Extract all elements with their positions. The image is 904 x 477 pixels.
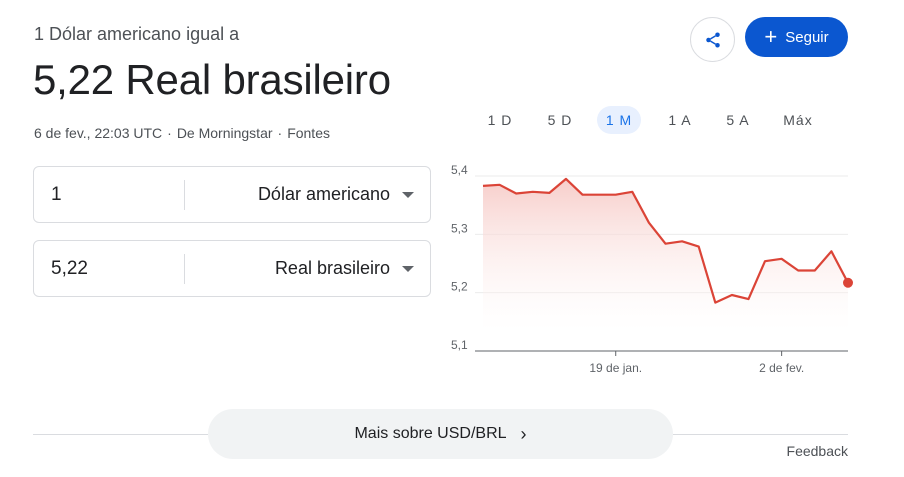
divider	[33, 434, 208, 435]
divider	[184, 180, 185, 210]
y-tick-label: 5,1	[451, 338, 468, 352]
range-tab[interactable]: 5 D	[547, 112, 573, 128]
more-about-label: Mais sobre USD/BRL	[354, 425, 507, 442]
sources-link[interactable]: Fontes	[287, 125, 330, 141]
quote-date: 6 de fev., 22:03 UTC	[34, 125, 163, 141]
divider	[184, 254, 185, 284]
divider	[673, 434, 848, 435]
chevron-down-icon[interactable]	[402, 266, 414, 272]
chevron-down-icon[interactable]	[402, 192, 414, 198]
chevron-right-icon: ›	[520, 423, 527, 444]
range-tab[interactable]: 1 M	[597, 106, 641, 134]
y-tick-label: 5,4	[451, 163, 468, 177]
y-tick-label: 5,2	[451, 280, 468, 294]
separator-dot: ·	[167, 125, 172, 141]
to-amount-input[interactable]: 5,22	[51, 258, 88, 279]
follow-button[interactable]: + Seguir	[745, 17, 848, 57]
quote-source: De Morningstar	[176, 125, 273, 141]
conversion-result: 5,22 Real brasileiro	[33, 56, 391, 103]
separator-dot: ·	[277, 125, 283, 141]
from-currency-row: 1 Dólar americano	[33, 166, 431, 223]
x-tick-label: 2 de fev.	[759, 361, 804, 375]
to-currency-select[interactable]: Real brasileiro	[274, 258, 390, 278]
y-tick-label: 5,3	[451, 221, 468, 235]
from-amount-input[interactable]: 1	[51, 184, 62, 205]
feedback-link[interactable]: Feedback	[786, 443, 848, 459]
quote-meta: 6 de fev., 22:03 UTC · De Morningstar · Font…	[34, 125, 330, 141]
share-icon	[705, 32, 720, 47]
range-tab[interactable]: 5 A	[726, 112, 750, 128]
from-currency-select[interactable]: Dólar americano	[257, 184, 390, 204]
range-tab[interactable]: Máx	[783, 112, 813, 128]
follow-label: Seguir	[785, 28, 829, 46]
chart-area	[483, 178, 848, 331]
x-tick-label: 19 de jan.	[589, 361, 642, 375]
plus-icon: +	[764, 24, 778, 49]
to-currency-row: 5,22 Real brasileiro	[33, 240, 431, 297]
share-button[interactable]	[690, 17, 735, 62]
range-tab[interactable]: 1 A	[668, 112, 692, 128]
conversion-subtitle: 1 Dólar americano igual a	[34, 24, 240, 44]
range-tab[interactable]: 1 D	[487, 112, 513, 128]
more-about-button[interactable]: Mais sobre USD/BRL ›	[208, 409, 673, 459]
exchange-rate-chart[interactable]: 5,4 5,3 5,2 5,1 19 de jan. 2 de fev.	[440, 160, 860, 385]
current-value-dot	[843, 277, 853, 288]
